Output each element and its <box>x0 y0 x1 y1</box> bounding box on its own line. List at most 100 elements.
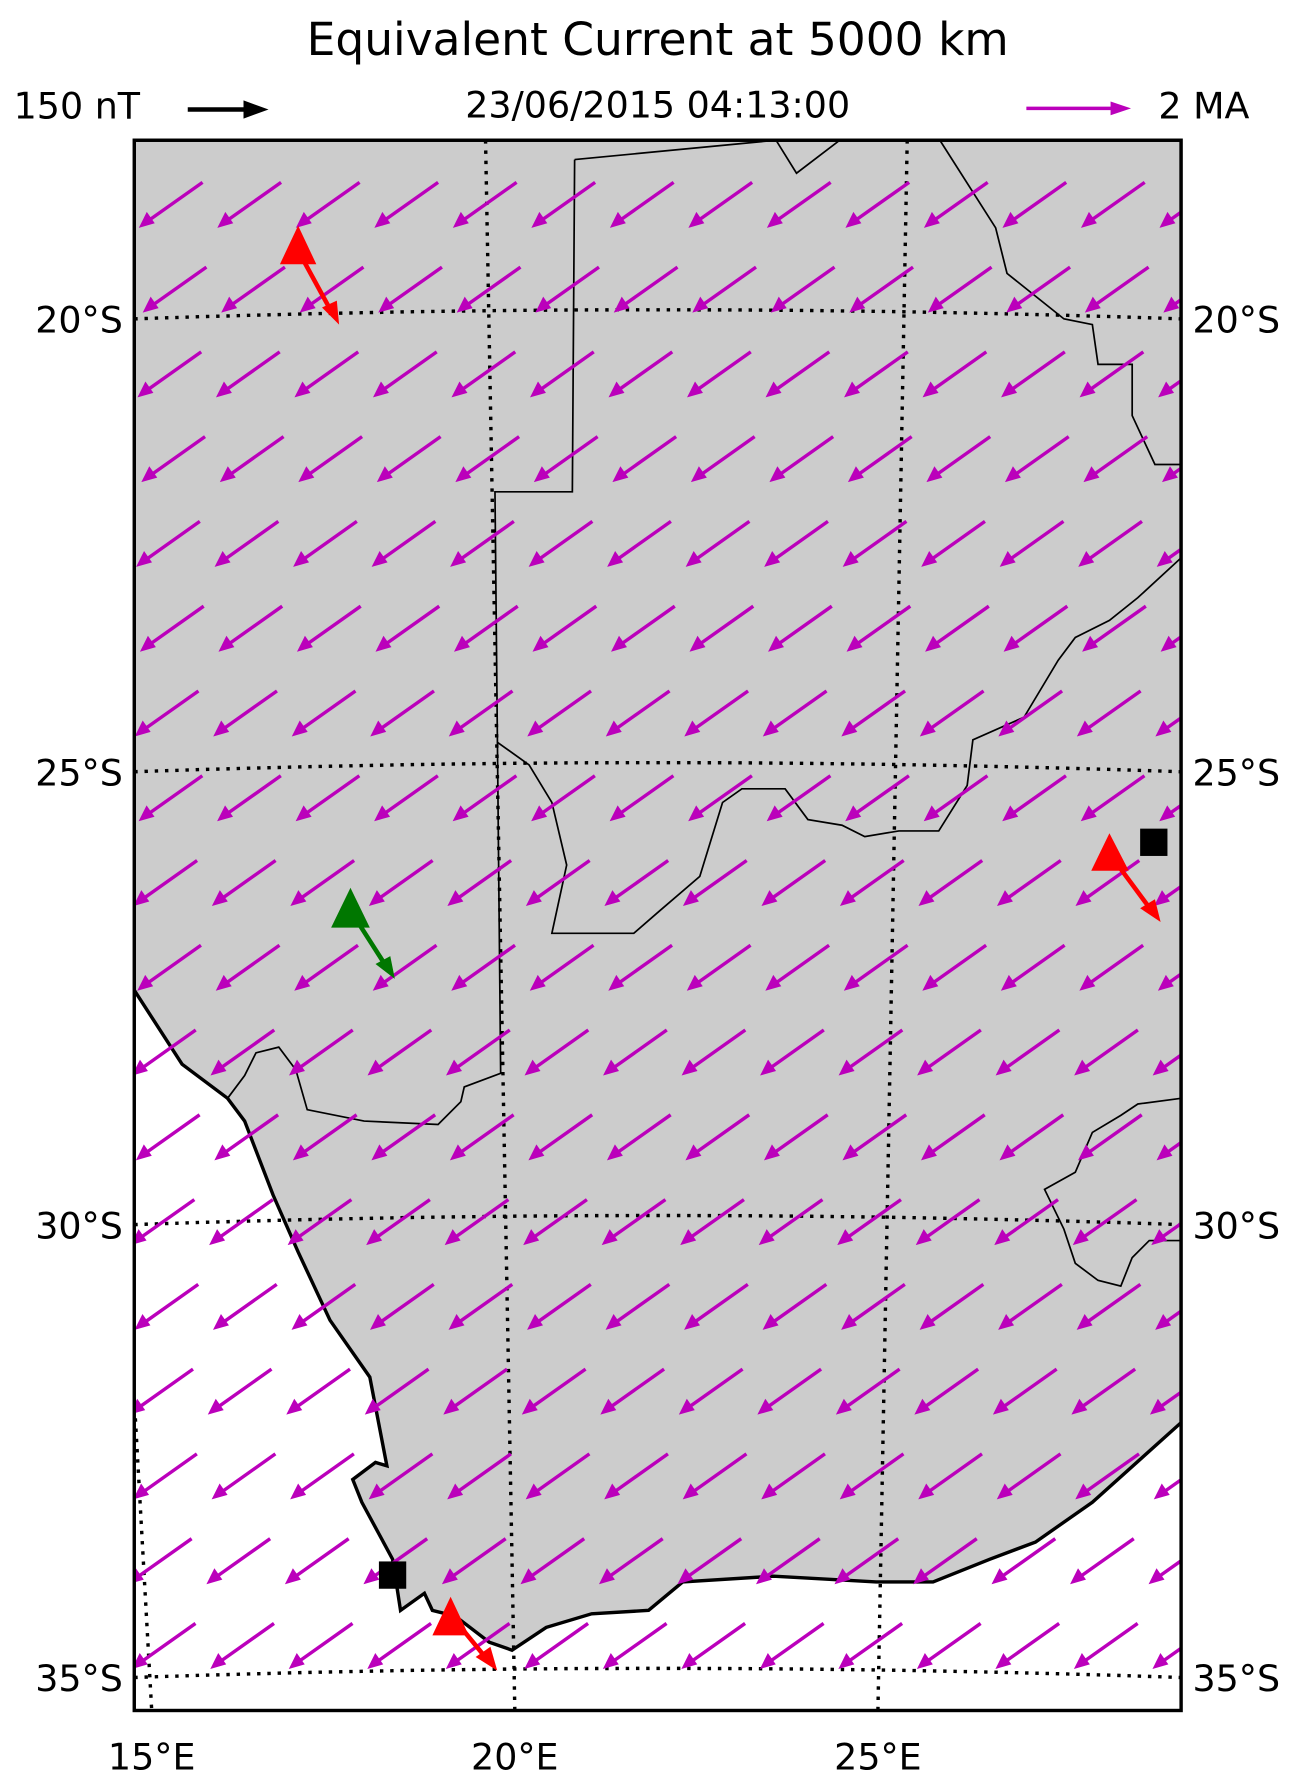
current-arrowhead <box>1082 635 1099 652</box>
current-arrowhead <box>1151 1229 1168 1246</box>
current-arrow <box>141 859 199 901</box>
legend-label: 150 nT <box>14 85 141 128</box>
y-tick-label: 30°S <box>1192 1204 1280 1247</box>
current-arrow <box>215 1367 273 1410</box>
current-arrowhead <box>374 805 391 822</box>
current-arrowhead <box>1074 1059 1091 1076</box>
current-arrowhead <box>528 1144 545 1161</box>
current-arrow <box>137 1367 194 1410</box>
current-arrowhead <box>1152 1059 1169 1076</box>
current-arrowhead <box>141 466 158 483</box>
current-arrowhead <box>1076 720 1093 737</box>
current-arrow <box>301 1113 358 1155</box>
current-arrow <box>460 774 518 816</box>
current-arrowhead <box>296 635 313 652</box>
current-arrowhead <box>847 466 864 483</box>
graticule <box>134 140 1182 1711</box>
current-arrow <box>612 859 670 901</box>
current-arrow <box>1167 803 1182 816</box>
current-arrow <box>765 1367 823 1410</box>
station-marker <box>1091 833 1129 871</box>
current-arrow <box>1156 1558 1182 1579</box>
current-arrow <box>929 1113 986 1155</box>
current-arrow <box>535 1282 592 1325</box>
current-arrow <box>1079 1367 1137 1410</box>
current-arrowhead <box>134 890 150 906</box>
current-arrow <box>144 520 201 562</box>
current-arrow <box>857 265 915 308</box>
current-arrow <box>307 265 365 308</box>
current-arrowhead <box>925 635 942 652</box>
legend-arrowhead <box>1110 101 1132 116</box>
current-arrowhead <box>372 974 389 991</box>
current-arrow <box>375 1028 433 1071</box>
current-arrow <box>613 1282 671 1325</box>
current-arrow <box>459 943 516 986</box>
current-arrow <box>295 1198 353 1240</box>
y-tick-label: 20°S <box>35 299 123 342</box>
current-arrow <box>685 1537 743 1579</box>
current-arrowhead <box>687 381 703 398</box>
current-arrowhead <box>290 890 307 907</box>
title: Equivalent Current at 5000 km <box>307 13 1009 66</box>
current-arrow <box>617 774 675 816</box>
current-arrowhead <box>524 1059 541 1076</box>
station-marker <box>331 887 370 928</box>
current-arrowhead <box>837 1229 854 1246</box>
current-arrowhead <box>524 1653 541 1669</box>
current-arrowhead <box>134 1653 148 1669</box>
current-arrow <box>690 1452 748 1494</box>
current-arrowhead <box>444 1229 461 1246</box>
current-arrow <box>774 774 832 816</box>
current-arrowhead <box>219 466 236 483</box>
current-arrowhead <box>213 720 230 737</box>
parallel <box>134 308 1182 321</box>
current-arrowhead <box>527 1313 543 1330</box>
current-arrowhead <box>286 1398 303 1415</box>
parallel <box>134 1213 1182 1227</box>
current-arrow <box>540 604 598 647</box>
current-arrow <box>382 774 439 816</box>
current-arrow <box>1160 1646 1182 1664</box>
current-arrow <box>842 1537 900 1579</box>
current-arrow <box>693 520 751 562</box>
current-arrowhead <box>291 720 308 737</box>
current-arrow <box>384 435 442 477</box>
current-arrowhead <box>218 635 235 652</box>
current-arrow <box>296 1622 354 1664</box>
current-arrow <box>142 689 200 732</box>
current-arrowhead <box>217 211 234 228</box>
current-arrow <box>848 859 905 901</box>
current-arrow <box>999 1537 1057 1579</box>
current-arrowhead <box>926 466 943 483</box>
current-arrowhead <box>217 805 234 822</box>
current-arrowhead <box>689 635 706 652</box>
current-arrow <box>931 774 989 816</box>
current-arrowhead <box>1075 1483 1092 1500</box>
current-arrow <box>618 180 675 223</box>
current-arrow <box>611 1028 668 1071</box>
current-arrow <box>1164 1140 1182 1155</box>
current-arrow <box>700 265 757 308</box>
current-arrow <box>1084 1282 1142 1325</box>
current-arrowhead <box>1006 296 1023 313</box>
current-arrow <box>697 604 755 647</box>
current-arrowhead <box>1163 296 1180 313</box>
current-arrowhead <box>605 720 622 737</box>
current-arrow <box>849 1282 906 1325</box>
current-arrowhead <box>996 1483 1013 1500</box>
current-arrowhead <box>839 890 856 907</box>
current-arrow <box>148 604 205 647</box>
current-arrow <box>456 1282 514 1325</box>
current-arrowhead <box>136 551 153 567</box>
current-arrowhead <box>372 381 389 398</box>
current-arrowhead <box>761 1483 778 1500</box>
current-arrowhead <box>678 1398 695 1415</box>
current-arrowhead <box>533 466 550 483</box>
current-arrowhead <box>531 805 548 822</box>
current-arrow <box>146 774 204 816</box>
current-arrow <box>688 1198 745 1240</box>
current-arrowhead <box>445 1653 462 1669</box>
current-arrowhead <box>601 1229 618 1246</box>
current-arrowhead <box>999 551 1016 567</box>
